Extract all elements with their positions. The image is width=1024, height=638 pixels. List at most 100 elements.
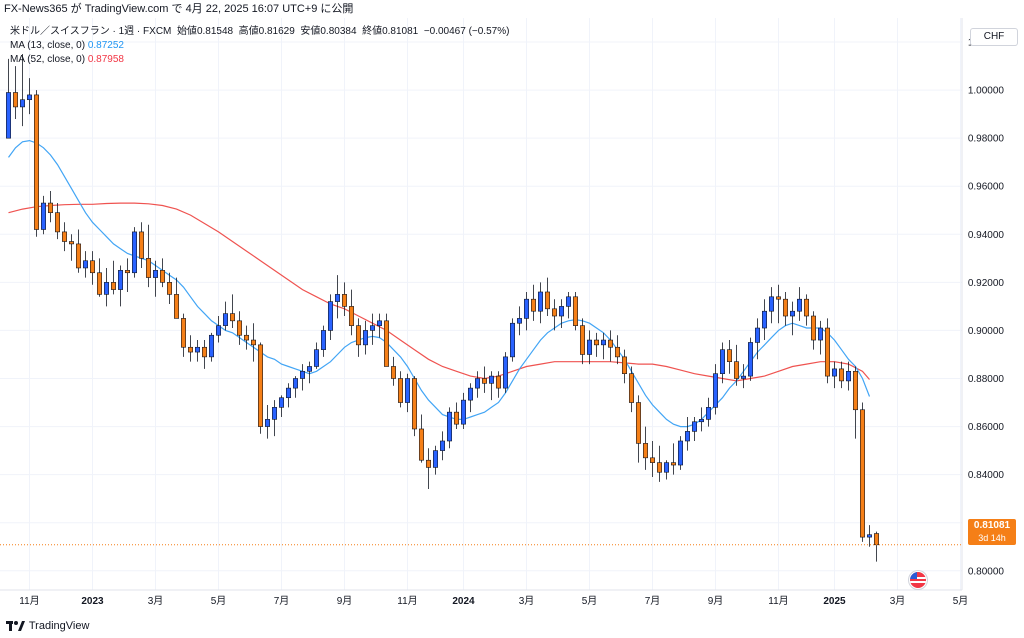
candle: [153, 260, 159, 297]
candle: [174, 277, 180, 319]
candle-body: [859, 409, 865, 538]
price-tick-label: 1.00000: [968, 86, 1005, 97]
candle-body: [873, 533, 879, 546]
candle: [278, 395, 284, 417]
candle: [446, 407, 452, 449]
candle: [439, 431, 445, 461]
candle: [118, 265, 124, 307]
candle-body: [502, 356, 508, 389]
candle: [383, 313, 389, 367]
candle: [481, 366, 487, 393]
candle: [13, 66, 19, 119]
tradingview-logo-icon: [6, 621, 25, 632]
candle: [719, 342, 725, 384]
price-tick-label: 0.88000: [968, 374, 1005, 385]
candle: [691, 416, 697, 441]
price-tick-label: 0.96000: [968, 182, 1005, 193]
candle-body: [355, 325, 361, 346]
currency-button[interactable]: CHF: [970, 28, 1018, 46]
footer-brand[interactable]: TradingView: [6, 617, 89, 635]
candle-body: [425, 459, 431, 468]
time-tick-label: 11月: [768, 595, 788, 607]
candle-body: [411, 378, 417, 430]
time-tick-label: 11月: [397, 595, 417, 607]
low-label: 安値: [300, 26, 321, 37]
candle: [460, 392, 466, 429]
candle: [684, 416, 690, 451]
candle: [677, 436, 683, 470]
candle: [125, 258, 131, 292]
candle-body: [383, 320, 389, 367]
candle-body: [40, 202, 46, 230]
time-tick-label: 5月: [582, 595, 598, 607]
candle-body: [348, 306, 354, 326]
candle-body: [369, 325, 375, 331]
candle: [572, 291, 578, 331]
candle: [726, 340, 732, 374]
candle: [740, 364, 746, 389]
candle: [369, 313, 375, 345]
candle-body: [13, 92, 19, 108]
close-value: 0.81081: [382, 26, 419, 37]
us-flag-icon[interactable]: [909, 571, 927, 589]
candle: [488, 371, 494, 401]
time-tick-label: 3月: [519, 595, 535, 607]
candle: [397, 371, 403, 408]
candle: [404, 373, 410, 413]
candle-body: [467, 387, 473, 401]
price-tick-label: 0.92000: [968, 278, 1005, 289]
symbol-label[interactable]: 米ドル／スイスフラン · 1週 · FXCM: [10, 26, 172, 37]
candle-body: [488, 375, 494, 384]
candle: [33, 90, 39, 237]
last-price-value: 0.81081: [973, 520, 1011, 531]
candle: [579, 318, 585, 365]
candle-body: [698, 419, 704, 423]
legend-ohlc-row: 米ドル／スイスフラン · 1週 · FXCM 始値0.81548 高値0.816…: [10, 25, 509, 39]
candle-body: [111, 282, 117, 290]
candle-body: [181, 318, 187, 348]
candle-body: [327, 301, 333, 331]
candle-body: [670, 462, 676, 466]
candle-body: [656, 462, 662, 473]
legend-ma13-row[interactable]: MA (13, close, 0) 0.87252: [10, 39, 509, 53]
candle: [69, 234, 75, 261]
ma13-value: 0.87252: [87, 40, 124, 51]
grid-lines: [0, 18, 962, 590]
candle: [264, 404, 270, 439]
candle: [558, 299, 564, 329]
ma13-layer: [8, 139, 871, 428]
candle-body: [83, 260, 89, 269]
ma13-line: [8, 139, 871, 428]
candle-body: [90, 260, 96, 274]
candle-body: [139, 231, 145, 259]
candle-body: [174, 294, 180, 319]
legend-ma52-row[interactable]: MA (52, close, 0) 0.87958: [10, 53, 509, 67]
candle-body: [278, 397, 284, 408]
candle-body: [390, 366, 396, 379]
candle-body: [586, 339, 592, 355]
candle-body: [251, 339, 257, 346]
candle-body: [635, 402, 641, 444]
candle-body: [481, 378, 487, 384]
candle-body: [852, 370, 858, 411]
candle: [845, 361, 851, 391]
candle: [167, 272, 173, 304]
candle-body: [432, 450, 438, 468]
candle-body: [782, 298, 788, 317]
candle-body: [516, 318, 522, 324]
candle: [97, 258, 103, 297]
candle-body: [628, 373, 634, 403]
candle-body: [19, 99, 25, 108]
candle-body: [26, 94, 32, 101]
candle: [747, 337, 753, 381]
candle-body: [271, 407, 277, 420]
candle: [635, 395, 641, 463]
candle-body: [796, 298, 802, 312]
candle: [223, 301, 229, 331]
price-tick-label: 0.86000: [968, 422, 1005, 433]
publish-text: FX-News365 が TradingView.com で 4月 22, 20…: [4, 3, 354, 15]
candle: [614, 335, 620, 365]
price-tick-label: 0.84000: [968, 470, 1005, 481]
candle: [754, 318, 760, 360]
